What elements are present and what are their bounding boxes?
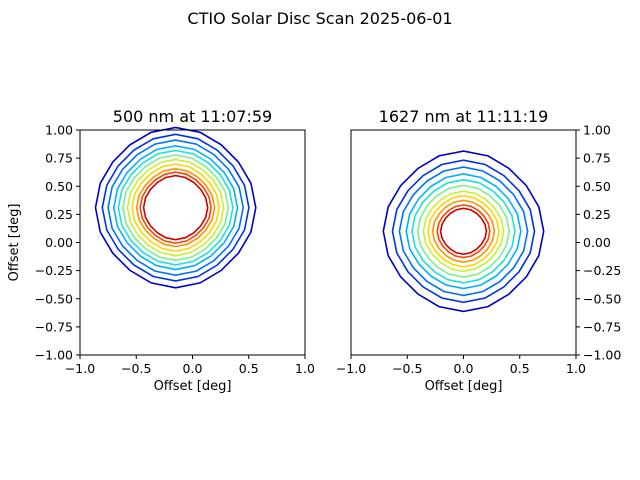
y-tick-label: −0.75 [35, 319, 73, 334]
contour-level-6 [416, 184, 511, 278]
y-tick-label: −0.50 [35, 291, 73, 306]
y-tick-label: 0.50 [45, 179, 73, 194]
contour-level-10 [436, 204, 491, 259]
panel-title: 1627 nm at 11:11:19 [379, 107, 549, 126]
contour-level-10 [139, 171, 212, 244]
y-tick-label: 1.00 [583, 123, 611, 138]
contour-level-5 [117, 149, 234, 266]
x-tick-label: −1.0 [336, 361, 366, 376]
contour-level-5 [411, 178, 516, 284]
y-tick-label: 0.75 [45, 151, 73, 166]
x-tick-label: −0.5 [121, 361, 151, 376]
x-tick-label: −1.0 [65, 361, 95, 376]
y-tick-label: 0.25 [45, 207, 73, 222]
y-tick-label: −0.50 [583, 291, 621, 306]
contour-panel-1: 500 nm at 11:07:59 −1.0 −0.5 0.0 0.5 1.0 −1.00… [7, 107, 315, 394]
contour-level-8 [427, 194, 500, 268]
contour-level-9 [135, 167, 216, 248]
y-tick-label: −1.00 [583, 348, 621, 363]
x-tick-label: −0.5 [392, 361, 422, 376]
contour-level-3 [107, 139, 245, 277]
contour-level-1 [94, 126, 257, 289]
y-tick-label: −1.00 [35, 348, 73, 363]
panels: 500 nm at 11:07:59−1.0 −0.5 0.0 0.5 1.0−1.00… [7, 107, 621, 394]
contour-level-4 [405, 173, 522, 290]
x-axis-label: Offset [deg] [425, 379, 503, 394]
y-tick-label: −0.75 [583, 319, 621, 334]
figure-title: CTIO Solar Disc Scan 2025-06-01 [187, 9, 452, 28]
x-tick-label: 1.0 [566, 361, 586, 376]
x-tick-label: 0.0 [183, 361, 203, 376]
x-tick-label: 0.5 [239, 361, 259, 376]
contour-panel-2: 1627 nm at 11:11:19 −1.0 −0.5 0.0 0.5 1.0−1.0… [336, 107, 622, 394]
y-tick-label: 0.25 [583, 207, 611, 222]
contour-level-11 [142, 174, 209, 241]
y-tick-label: −0.25 [583, 263, 621, 278]
contour-level-6 [122, 154, 230, 262]
contour-level-11 [439, 207, 488, 256]
contour-level-2 [101, 133, 250, 282]
contour-level-4 [112, 144, 239, 271]
y-tick-label: 0.50 [583, 179, 611, 194]
y-tick-label: 0.00 [45, 235, 73, 250]
contour-level-8 [131, 163, 220, 252]
contour-level-9 [431, 199, 496, 264]
y-axis-label: Offset [deg] [7, 204, 22, 282]
contour-level-7 [422, 190, 505, 273]
y-tick-label: 1.00 [45, 123, 73, 138]
contour-level-7 [126, 158, 225, 257]
x-axis-label: Offset [deg] [154, 379, 232, 394]
x-tick-label: 1.0 [295, 361, 315, 376]
y-tick-label: 0.75 [583, 151, 611, 166]
x-tick-label: 0.0 [454, 361, 474, 376]
x-tick-label: 0.5 [510, 361, 530, 376]
contour-level-3 [398, 166, 529, 297]
y-tick-label: −0.25 [35, 263, 73, 278]
contour-level-2 [391, 159, 536, 304]
y-tick-label: 0.00 [583, 235, 611, 250]
contour-level-1 [382, 150, 545, 313]
panel-title: 500 nm at 11:07:59 [113, 107, 272, 126]
